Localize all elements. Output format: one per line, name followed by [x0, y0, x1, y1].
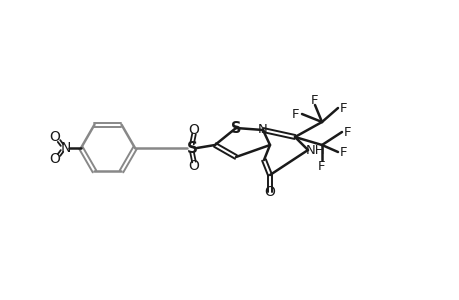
Text: F: F — [291, 107, 299, 121]
Text: F: F — [340, 146, 347, 158]
Text: F: F — [318, 160, 325, 172]
Text: O: O — [188, 123, 199, 137]
Text: O: O — [264, 185, 275, 199]
Text: F: F — [340, 101, 347, 115]
Text: O: O — [50, 152, 60, 166]
Text: F: F — [343, 125, 351, 139]
Text: N: N — [61, 141, 71, 155]
Text: S: S — [186, 140, 197, 155]
Text: NH: NH — [306, 143, 325, 157]
Text: F: F — [311, 94, 318, 106]
Text: S: S — [230, 121, 241, 136]
Text: O: O — [188, 159, 199, 173]
Text: N: N — [257, 122, 267, 136]
Text: O: O — [50, 130, 60, 144]
